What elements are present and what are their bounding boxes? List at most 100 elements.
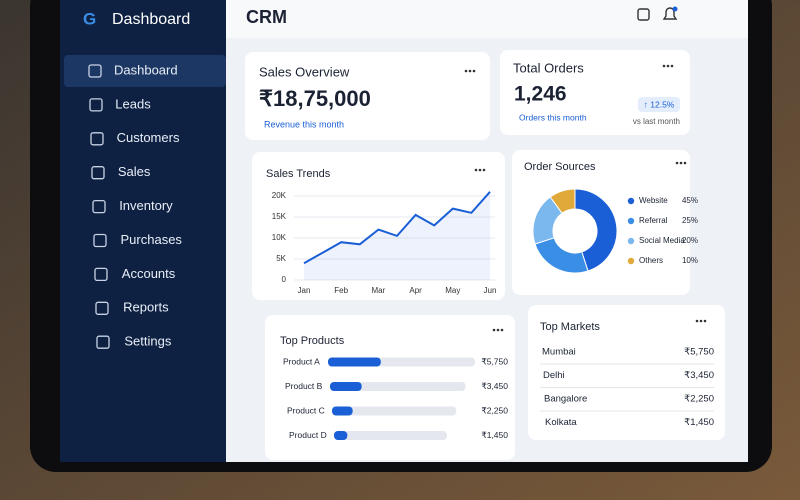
more-dot	[492, 328, 496, 332]
nav-item[interactable]: Reports	[123, 300, 169, 315]
nav-icon	[93, 233, 107, 248]
legend-label: Referral	[639, 216, 668, 225]
nav-item[interactable]: Settings	[124, 334, 171, 349]
more-dot	[500, 328, 504, 332]
logo: G	[83, 9, 96, 28]
chart-title: Sales Trends	[266, 168, 331, 180]
x-tick-label: Feb	[334, 286, 348, 295]
market-value: ₹1,450	[684, 417, 714, 428]
bell-icon[interactable]	[662, 7, 678, 20]
y-tick-label: 5K	[276, 254, 286, 263]
bar-track	[332, 406, 457, 416]
nav-icon	[96, 335, 110, 349]
legend-value: 25%	[682, 216, 698, 225]
legend-value: 45%	[682, 196, 698, 205]
x-tick-label: Mar	[372, 286, 386, 295]
nav-icon	[94, 267, 108, 282]
kpi-caption: Orders this month	[519, 112, 587, 122]
line	[303, 191, 491, 265]
market-value: ₹2,250	[684, 394, 714, 405]
chart-title: Top Products	[280, 335, 345, 347]
more-dot	[695, 319, 699, 323]
bar-category: Product D	[289, 430, 327, 440]
x-tick-label: May	[445, 286, 460, 295]
nav-item[interactable]: Inventory	[119, 198, 173, 213]
more-dot	[699, 319, 703, 323]
more-dot	[496, 328, 500, 332]
nav-item[interactable]: Sales	[118, 164, 151, 179]
donut-slice	[574, 188, 618, 272]
legend-swatch	[627, 197, 635, 205]
active-item[interactable]	[64, 55, 226, 87]
more-dot	[468, 69, 472, 73]
more-dot	[472, 69, 476, 73]
y-tick-label: 0	[282, 275, 287, 284]
legend-swatch	[627, 217, 635, 225]
nav-item[interactable]: Accounts	[122, 266, 176, 281]
card	[245, 52, 490, 140]
legend-label: Website	[639, 196, 668, 205]
market-name: Mumbai	[542, 347, 576, 358]
card-title: Sales Overview	[259, 64, 350, 79]
x-tick-label: Apr	[409, 286, 422, 295]
legend-swatch	[627, 257, 635, 265]
bar	[332, 406, 353, 416]
nav-item[interactable]: Dashboard	[114, 62, 178, 77]
more-dot	[474, 168, 478, 172]
nav-item[interactable]: Customers	[117, 130, 180, 145]
legend-label: Social Media	[639, 236, 685, 245]
sidebar-title: Dashboard	[112, 11, 190, 28]
x-tick-label: Jun	[484, 286, 497, 295]
card	[528, 305, 725, 440]
page-title: CRM	[246, 7, 287, 27]
legend-label: Others	[639, 256, 663, 265]
donut-slice	[549, 188, 576, 214]
notification-dot	[672, 6, 678, 12]
kpi-value: ₹18,75,000	[259, 86, 371, 111]
bar-value-label: ₹2,250	[481, 405, 508, 415]
card-title: Total Orders	[513, 60, 584, 75]
y-tick-label: 15K	[272, 212, 287, 221]
more-dot	[464, 69, 468, 73]
export-icon[interactable]	[637, 8, 650, 21]
nav-item[interactable]: Purchases	[121, 232, 183, 247]
chart-title: Order Sources	[524, 161, 596, 173]
x-tick-label: Jan	[298, 286, 311, 295]
legend-value: 20%	[682, 236, 698, 245]
kpi-caption: Revenue this month	[264, 119, 344, 129]
card	[500, 50, 690, 135]
market-value: ₹3,450	[684, 370, 714, 381]
bar-value-label: ₹3,450	[481, 381, 508, 391]
more-dot	[675, 161, 679, 165]
y-tick-label: 20K	[272, 191, 287, 200]
change-value: ↑ 12.5%	[644, 99, 675, 109]
kpi-value: 1,246	[514, 83, 567, 106]
change-badge	[638, 97, 680, 112]
bar-value-label: ₹5,750	[481, 356, 508, 366]
market-value: ₹5,750	[684, 347, 714, 358]
market-name: Delhi	[543, 370, 565, 381]
nav-icon	[91, 166, 105, 180]
market-name: Bangalore	[544, 394, 587, 405]
legend-value: 10%	[682, 256, 698, 265]
card	[252, 152, 505, 300]
bar	[330, 382, 362, 391]
card-title: Top Markets	[540, 321, 600, 333]
more-dot	[482, 168, 486, 172]
change-caption: vs last month	[633, 117, 680, 126]
bar-category: Product A	[283, 356, 320, 366]
nav-icon	[95, 301, 109, 315]
bar-value-label: ₹1,450	[481, 430, 508, 440]
top-bar	[226, 0, 748, 38]
more-dot	[679, 161, 683, 165]
nav-icon	[88, 64, 102, 78]
more-dot	[478, 168, 482, 172]
bar-track	[330, 382, 466, 391]
more-dot	[662, 64, 666, 68]
bar-category: Product C	[287, 405, 325, 415]
bar	[328, 357, 381, 367]
nav-item[interactable]: Leads	[115, 96, 151, 111]
more-dot	[666, 64, 670, 68]
